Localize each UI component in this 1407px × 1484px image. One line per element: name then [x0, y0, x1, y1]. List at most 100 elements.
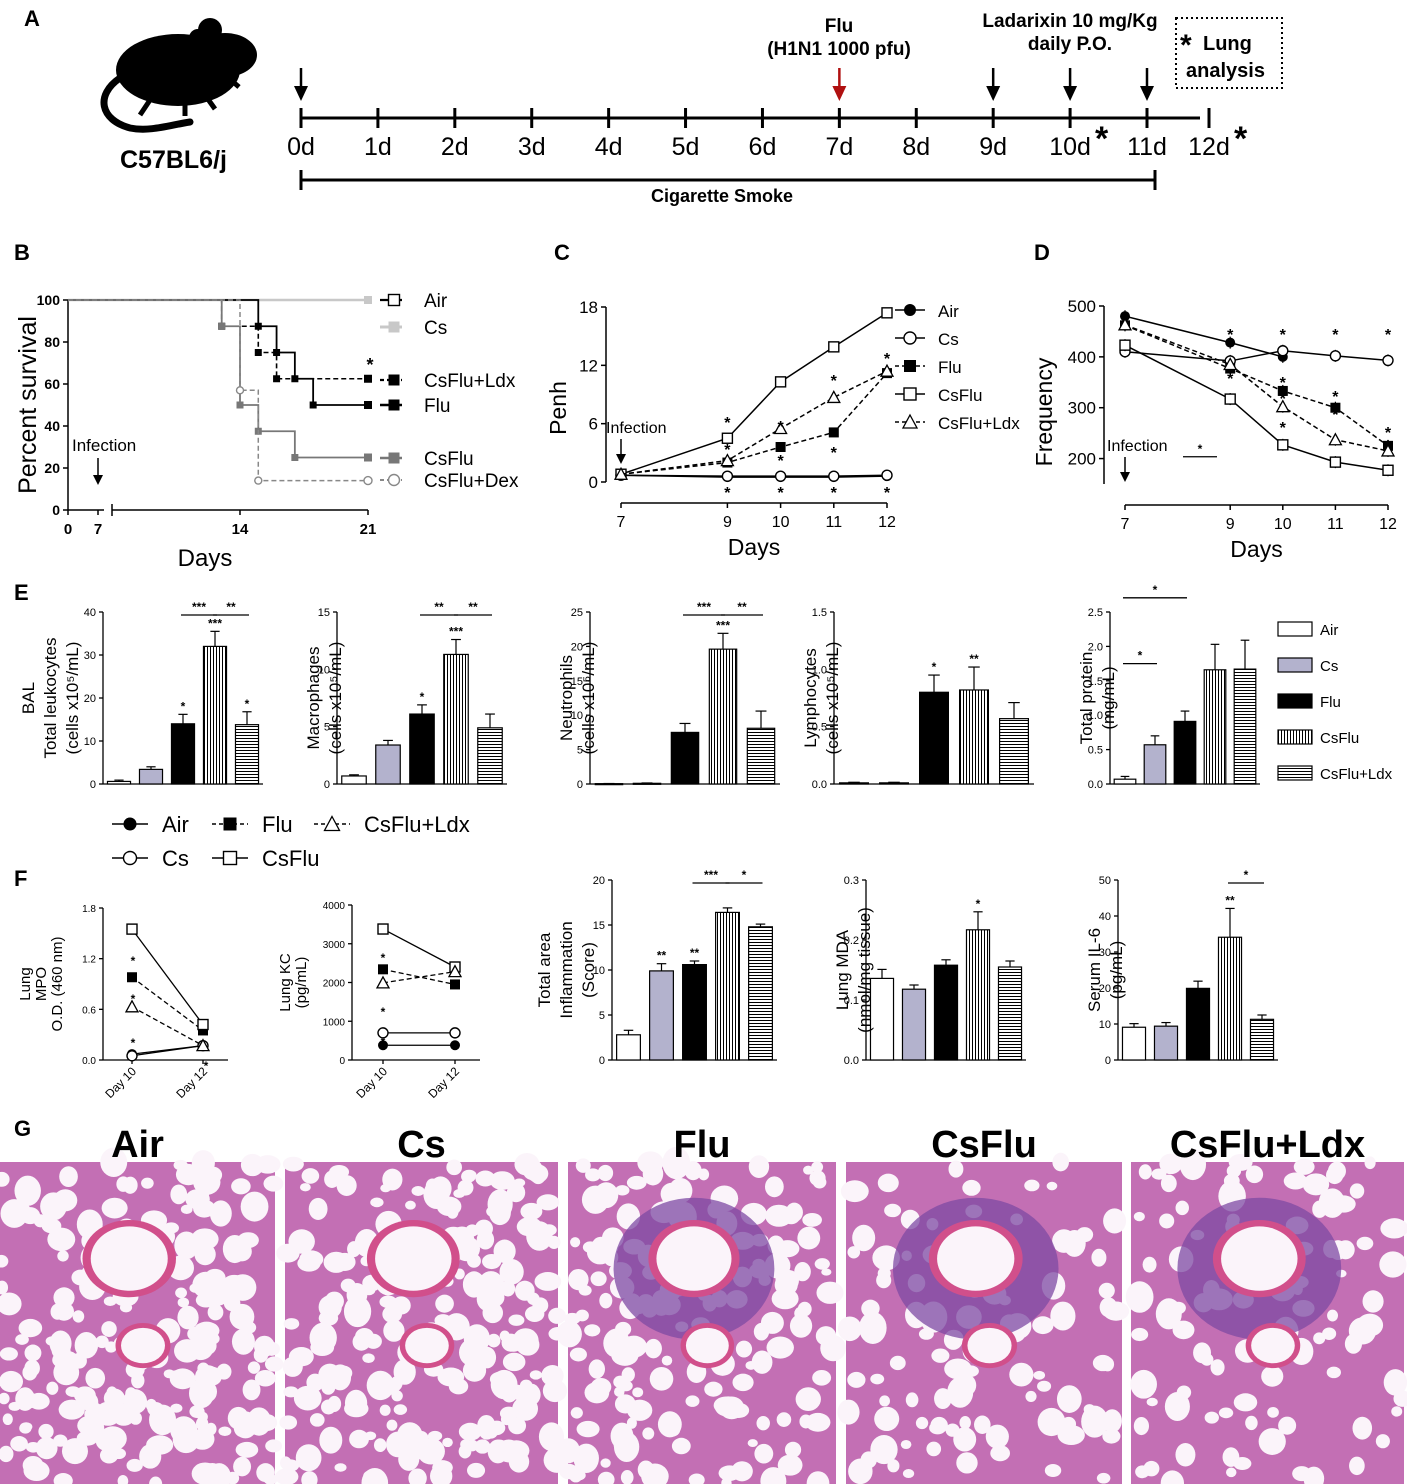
bar-csflu-plus-ldx	[477, 713, 503, 785]
series-csflu-plus-ldx	[613, 363, 895, 480]
alveolar-space	[301, 1471, 318, 1484]
significance-star: *	[777, 419, 784, 436]
bar-air	[341, 774, 367, 785]
alveolar-space	[1132, 1372, 1149, 1389]
alveolar-space	[672, 1160, 688, 1177]
y-tick-label: 0	[577, 779, 583, 791]
alveolar-space	[900, 1439, 912, 1450]
bar-air	[838, 781, 869, 785]
alveolar-space	[499, 1406, 518, 1421]
bar-rect	[682, 963, 707, 1061]
alveolar-space	[241, 1413, 254, 1425]
data-point	[720, 453, 735, 467]
alveolar-space	[585, 1168, 601, 1182]
alveolar-space	[100, 1147, 128, 1177]
bar-air	[106, 779, 132, 785]
alveolar-space	[889, 1355, 906, 1371]
alveolar-space	[336, 1175, 357, 1196]
data-point	[127, 972, 137, 983]
y-tick-label: 0.6	[82, 1005, 96, 1016]
alveolar-space	[548, 1307, 566, 1324]
legend-item-cs: Cs	[895, 330, 959, 349]
alveolar-space	[1102, 1428, 1121, 1444]
alveolar-space	[254, 1370, 276, 1387]
bar-rect	[918, 691, 949, 785]
significance-star: *	[131, 1036, 136, 1050]
series-line	[131, 976, 204, 1031]
bar-rect	[649, 970, 674, 1061]
significance-star: *	[1280, 420, 1287, 437]
alveolar-space	[20, 1207, 41, 1225]
alveolar-space	[347, 1241, 361, 1258]
alveolar-space	[872, 1245, 900, 1271]
y-tick-label: 10	[593, 965, 605, 977]
data-point	[124, 999, 140, 1013]
alveolar-space	[1091, 1248, 1107, 1267]
alveolar-space	[334, 1252, 356, 1271]
data-point	[828, 470, 840, 482]
bracket-significance: ***	[704, 868, 718, 882]
alveolar-space	[99, 1447, 119, 1464]
alveolar-space	[74, 1331, 99, 1359]
data-point	[447, 964, 463, 978]
y-tick-label: 15	[571, 676, 583, 688]
alveolar-space	[1159, 1153, 1183, 1175]
legend-item-air: Air	[112, 812, 189, 837]
alveolar-space	[466, 1462, 486, 1478]
airway-lumen	[375, 1226, 452, 1291]
histology-title: Cs	[397, 1124, 446, 1166]
panel-f-legend: Air Flu CsFlu+Ldx Cs CsFlu F	[14, 812, 470, 891]
data-point	[375, 975, 391, 989]
alveolar-space	[930, 1416, 948, 1434]
alveolar-space	[1245, 1165, 1264, 1184]
panel-e-total-protein-chart: 0.0 0.5 1.0 1.5 2.0 2.5 * * * Total protein (mg/mL…	[1077, 442, 1260, 791]
legend-marker	[222, 850, 238, 866]
bar-significance: *	[420, 690, 425, 704]
bracket-significance: **	[468, 600, 478, 614]
legend-label: CsFlu+Ldx	[424, 371, 516, 392]
alveolar-space	[401, 1438, 419, 1452]
alveolar-space	[502, 1352, 526, 1372]
data-point	[773, 421, 788, 435]
x-tick-label: 11	[1327, 516, 1344, 533]
alveolar-space	[1024, 1179, 1040, 1192]
alveolar-space	[1283, 1172, 1308, 1190]
arrow-ldx-day11-head	[1140, 86, 1154, 101]
alveolar-space	[1025, 1390, 1037, 1403]
alveolar-space	[170, 1403, 183, 1413]
alveolar-space	[301, 1168, 320, 1184]
x-tick-label: 12	[878, 514, 896, 531]
data-point	[879, 363, 895, 377]
infection-annotation: Infection	[606, 420, 666, 437]
survival-point	[273, 349, 281, 356]
histology-csflu-plus-ldx	[1125, 1148, 1407, 1484]
y-axis-label: Macrophages	[304, 646, 323, 749]
alveolar-space	[0, 1171, 10, 1187]
legend-swatch	[1277, 729, 1313, 745]
infection-annotation: Infection	[72, 436, 136, 455]
alveolar-space	[72, 1310, 85, 1323]
series-air	[127, 1040, 208, 1060]
alveolar-space	[382, 1168, 403, 1191]
alveolar-space	[847, 1371, 866, 1388]
series-cs	[615, 469, 893, 482]
infection-annotation: Infection	[1107, 438, 1167, 455]
alveolar-space	[496, 1439, 522, 1463]
x-tick-label: 7	[94, 521, 102, 538]
alveolar-space	[499, 1259, 524, 1285]
alveolar-space	[661, 1355, 673, 1366]
lung-analysis-label: Lung	[1203, 33, 1252, 55]
alveolar-space	[280, 1456, 292, 1470]
y-tick-label: 1.8	[82, 904, 96, 915]
alveolar-space	[370, 1197, 384, 1208]
series-line	[620, 312, 888, 475]
alveolar-space	[590, 1271, 607, 1287]
bar-air	[616, 1029, 641, 1061]
alveolar-space	[288, 1347, 314, 1367]
bar-rect	[616, 1034, 641, 1061]
alveolar-space	[461, 1169, 477, 1181]
y-axis-label: Serum IL-6	[1085, 928, 1104, 1012]
alveolar-space	[926, 1441, 942, 1457]
timeline-day-label: 7d	[825, 133, 853, 161]
